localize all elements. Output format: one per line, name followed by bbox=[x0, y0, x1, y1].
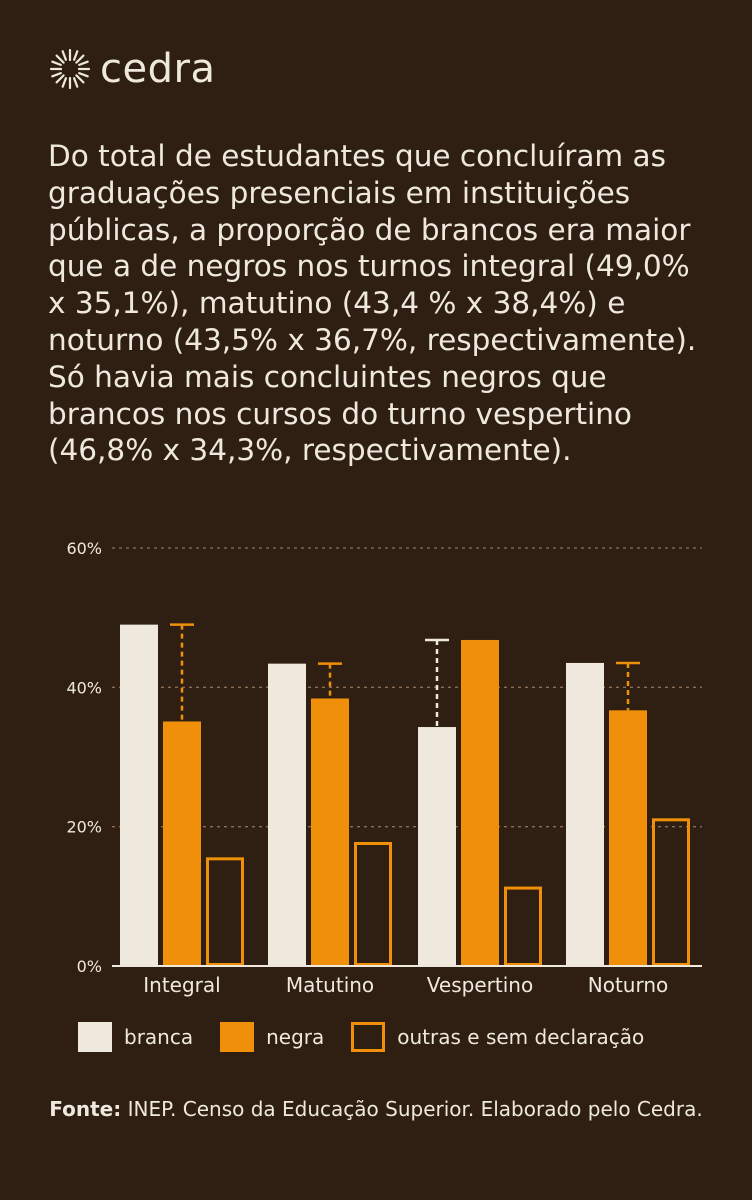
legend-item: negra bbox=[220, 1022, 324, 1052]
source-note: Fonte: INEP. Censo da Educação Superior.… bbox=[40, 1096, 712, 1123]
sun-burst-icon bbox=[49, 48, 91, 90]
x-category-label: Integral bbox=[143, 973, 220, 997]
y-tick-label: 20% bbox=[66, 818, 102, 837]
brand-name: cedra bbox=[100, 46, 216, 92]
x-category-label: Matutino bbox=[286, 973, 374, 997]
chart-legend: branca negra outras e sem declaração bbox=[78, 1022, 671, 1052]
bar-negra-noturno bbox=[609, 710, 647, 966]
bar-outras-noturno bbox=[652, 818, 690, 966]
bar-branca-noturno bbox=[566, 662, 604, 966]
legend-swatch bbox=[351, 1022, 386, 1052]
y-tick-label: 40% bbox=[66, 678, 102, 697]
bar-outras-vespertino bbox=[504, 886, 542, 966]
legend-label: negra bbox=[266, 1025, 325, 1049]
source-label: Fonte: bbox=[49, 1097, 122, 1121]
legend-item: branca bbox=[78, 1022, 193, 1052]
bar-outras-matutino bbox=[354, 841, 392, 967]
legend-swatch bbox=[78, 1022, 112, 1052]
headline-text: Do total de estudantes que concluíram as… bbox=[48, 139, 697, 468]
bar-negra-matutino bbox=[311, 698, 349, 966]
source-text: INEP. Censo da Educação Superior. Elabor… bbox=[121, 1097, 703, 1121]
bar-outras-integral bbox=[206, 857, 244, 967]
legend-label: branca bbox=[124, 1025, 194, 1049]
brand-logo: cedra bbox=[48, 44, 215, 94]
legend-swatch bbox=[220, 1022, 255, 1052]
bar-branca-integral bbox=[120, 624, 158, 966]
x-category-label: Vespertino bbox=[427, 973, 533, 997]
bar-negra-vespertino bbox=[461, 639, 499, 966]
bar-chart: 0% 20% 40% 60% Integral Matutino Vespertino Not… bbox=[66, 539, 702, 997]
bar-branca-matutino bbox=[268, 663, 306, 966]
legend-label: outras e sem declaração bbox=[397, 1025, 645, 1049]
y-tick-label: 60% bbox=[66, 539, 102, 558]
legend-item: outras e sem declaração bbox=[351, 1022, 644, 1052]
bar-branca-vespertino bbox=[418, 727, 456, 966]
x-category-label: Noturno bbox=[588, 973, 669, 997]
bar-negra-integral bbox=[163, 721, 201, 966]
y-tick-label: 0% bbox=[77, 957, 102, 976]
